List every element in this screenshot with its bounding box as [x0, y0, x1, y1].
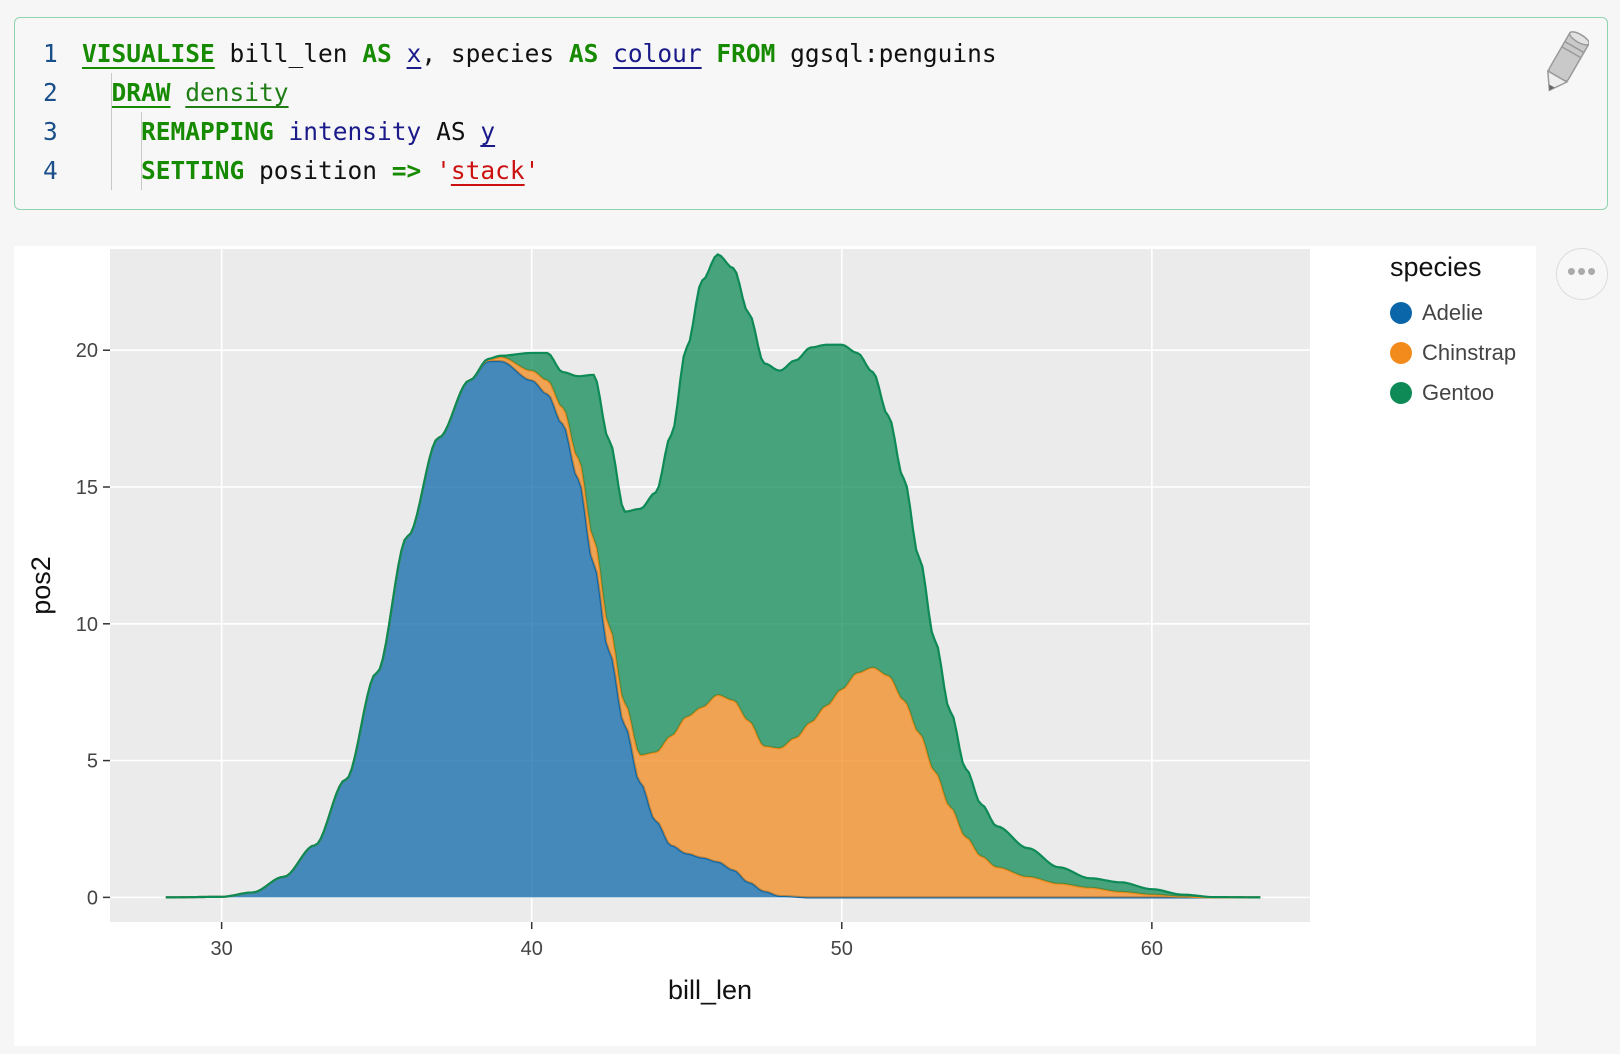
code-text[interactable]: REMAPPING intensity AS y [82, 112, 495, 152]
legend-label: Chinstrap [1422, 340, 1517, 365]
code-token: REMAPPING [141, 117, 274, 146]
area-adelie [165, 361, 1261, 898]
pencil-icon[interactable] [1539, 28, 1589, 98]
code-cell[interactable]: 1 VISUALISE bill_len AS x, species AS col… [14, 17, 1608, 210]
line-number: 1 [43, 39, 58, 68]
y-tick-label: 15 [76, 477, 98, 499]
code-token: ' [436, 156, 451, 185]
legend-item-chinstrap: Chinstrap [1390, 333, 1516, 373]
code-token [171, 78, 186, 107]
x-tick-label: 60 [1141, 938, 1163, 960]
y-tick-label: 20 [76, 340, 98, 362]
x-tick-label: 50 [831, 938, 853, 960]
code-token: bill_len [214, 39, 363, 68]
code-text[interactable]: VISUALISE bill_len AS x, species AS colo… [82, 34, 997, 74]
code-text[interactable]: DRAW density [82, 73, 289, 113]
chart-panel: 0 5 10 15 20 30 40 50 60 bill_len pos2 [14, 246, 1536, 1046]
code-token: FROM [716, 39, 776, 68]
more-options-button[interactable]: ••• [1556, 248, 1608, 300]
x-axis-label: bill_len [668, 975, 752, 1005]
area-chinstrap [165, 357, 1261, 898]
code-token: DRAW [111, 78, 171, 107]
code-token: AS [362, 39, 392, 68]
code-token: colour [613, 39, 702, 68]
indent-guide [141, 112, 142, 190]
line-number: 2 [43, 78, 58, 107]
code-token: y [480, 117, 496, 146]
code-text[interactable]: SETTING position => 'stack' [82, 151, 539, 191]
code-token [392, 39, 407, 68]
x-tick-label: 40 [521, 938, 543, 960]
code-token: density [185, 78, 289, 107]
y-axis-label: pos2 [26, 556, 56, 615]
legend-swatch [1390, 342, 1412, 364]
line-number: 4 [43, 156, 58, 185]
code-token: AS [421, 117, 481, 146]
code-token [421, 156, 436, 185]
code-token: stack [450, 156, 525, 185]
legend-swatch [1390, 382, 1412, 404]
code-token [702, 39, 717, 68]
code-token [598, 39, 613, 68]
area-gentoo [165, 254, 1261, 898]
code-token: => [391, 156, 422, 185]
code-token: ggsql:penguins [775, 39, 997, 68]
y-tick-label: 5 [87, 751, 98, 773]
code-token: ' [524, 156, 540, 185]
code-token: SETTING [141, 156, 245, 185]
x-tick-label: 30 [211, 938, 233, 960]
legend-swatch [1390, 302, 1412, 324]
legend: species Adelie Chinstrap Gentoo [1390, 252, 1516, 413]
code-token [82, 78, 112, 107]
line-number: 3 [43, 117, 58, 146]
legend-item-gentoo: Gentoo [1390, 373, 1516, 413]
density-chart: 0 5 10 15 20 30 40 50 60 bill_len pos2 [26, 249, 1310, 1005]
code-token: , species [421, 39, 569, 68]
y-tick-label: 0 [87, 887, 98, 909]
line-gentoo [165, 253, 1261, 899]
code-token: AS [568, 39, 599, 68]
y-tick-label: 10 [76, 614, 98, 636]
code-token [274, 117, 289, 146]
legend-label: Gentoo [1422, 380, 1495, 405]
legend-title: species [1390, 252, 1482, 282]
legend-label: Adelie [1422, 300, 1484, 325]
code-token: position [244, 156, 392, 185]
code-token: intensity [288, 117, 422, 146]
code-token: VISUALISE [82, 39, 215, 68]
code-token: x [406, 39, 422, 68]
indent-guide [111, 112, 112, 190]
legend-item-adelie: Adelie [1390, 293, 1516, 333]
